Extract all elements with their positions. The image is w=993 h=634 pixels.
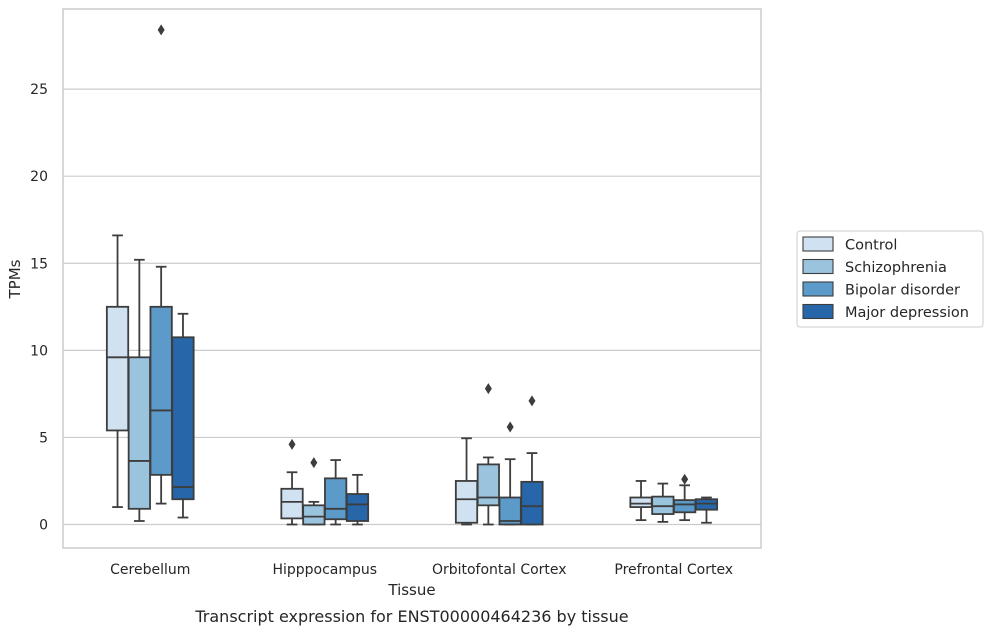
- outlier-point: [484, 383, 492, 395]
- plot-frame: [62, 8, 762, 549]
- outlier-point: [506, 421, 514, 433]
- box-major-depression: [171, 312, 195, 519]
- chart-caption: Transcript expression for ENST0000046423…: [194, 607, 628, 626]
- box-iqr: [149, 305, 173, 476]
- box-iqr: [302, 504, 326, 526]
- box-schizophrenia: [476, 383, 500, 526]
- legend-swatch: [802, 303, 834, 320]
- box-control: [280, 438, 304, 526]
- box-iqr: [280, 487, 304, 520]
- y-tick-label: 25: [30, 82, 48, 98]
- legend: Control Schizophrenia Bipolar disorder Majo…: [796, 230, 984, 328]
- legend-label: Bipolar disorder: [845, 283, 960, 299]
- legend-label: Major depression: [845, 305, 969, 321]
- y-tick-label: 10: [30, 343, 48, 359]
- outlier-point: [157, 24, 165, 36]
- box-iqr: [105, 305, 130, 432]
- box-iqr: [629, 496, 653, 508]
- legend-swatch: [802, 236, 834, 252]
- box-iqr: [345, 493, 370, 522]
- y-tick-labels: 0 5 10 15 20 25: [30, 82, 48, 533]
- legend-label: Control: [845, 238, 897, 254]
- legend-swatch: [802, 258, 834, 275]
- x-tick-labels: Cerebellum Hipppocampus Orbitofontal Corte…: [110, 562, 733, 578]
- y-tick-label: 15: [30, 256, 48, 272]
- box-iqr: [454, 480, 479, 524]
- x-tick-label: Prefrontal Cortex: [614, 562, 733, 578]
- x-tick-label: Cerebellum: [110, 562, 190, 578]
- box-major-depression: [694, 496, 719, 524]
- box-iqr: [476, 463, 500, 507]
- y-tick-label: 20: [30, 169, 48, 185]
- box-iqr: [127, 356, 151, 510]
- outlier-point: [288, 438, 296, 450]
- outlier-point: [681, 473, 689, 485]
- box-iqr: [673, 499, 697, 514]
- box-iqr: [324, 477, 348, 521]
- box-major-depression: [520, 395, 544, 526]
- x-tick-label: Hipppocampus: [272, 562, 377, 578]
- box-groups: [105, 24, 719, 526]
- box-iqr: [520, 480, 544, 526]
- box-control: [454, 437, 479, 526]
- box-bipolar-disorder: [324, 459, 348, 526]
- y-tick-label: 0: [39, 517, 48, 533]
- box-major-depression: [345, 473, 370, 526]
- outlier-point: [528, 395, 536, 407]
- x-axis-label: Tissue: [387, 581, 435, 599]
- outlier-point: [310, 457, 318, 469]
- box-bipolar-disorder: [498, 421, 522, 526]
- legend-swatch: [802, 281, 834, 297]
- y-tick-label: 5: [39, 430, 48, 446]
- legend-label: Schizophrenia: [845, 260, 947, 276]
- box-schizophrenia: [302, 457, 326, 526]
- box-control: [105, 234, 130, 508]
- legend-frame: [796, 230, 984, 328]
- x-tick-label: Orbitofontal Cortex: [432, 562, 567, 578]
- y-axis-label: TPMs: [6, 259, 24, 299]
- box-iqr: [171, 336, 195, 501]
